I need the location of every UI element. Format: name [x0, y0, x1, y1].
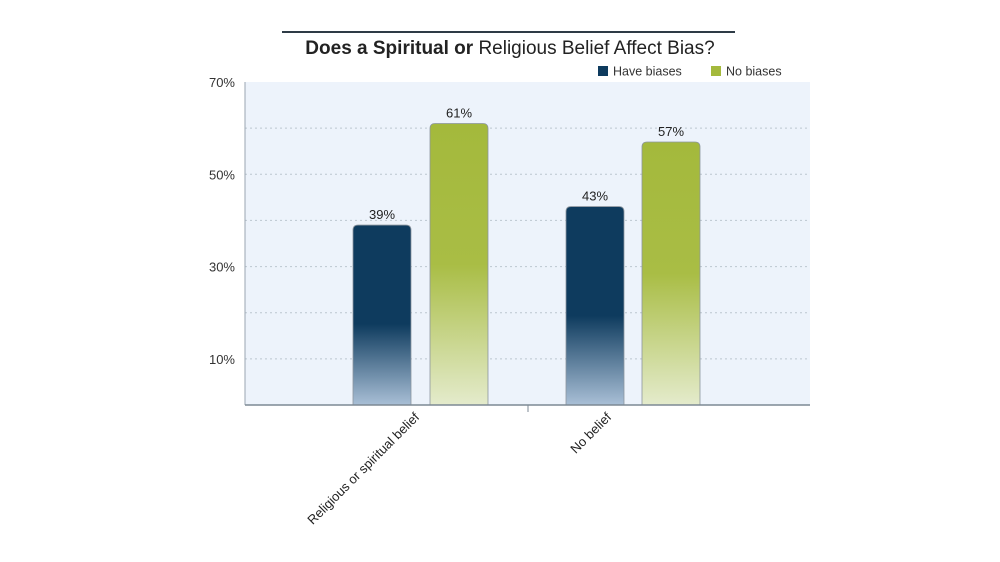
bar-no-biases: [429, 123, 489, 406]
data-label: 43%: [582, 189, 608, 204]
bar-have-biases: [352, 224, 412, 406]
legend-swatch-have-biases: [598, 66, 608, 76]
data-label: 39%: [369, 207, 395, 222]
data-label: 57%: [658, 124, 684, 139]
x-tick-label: Religious or spiritual belief: [304, 409, 422, 527]
legend-label-no-biases: No biases: [726, 65, 782, 79]
legend-label-have-biases: Have biases: [613, 65, 682, 79]
chart-title: Does a Spiritual or Religious Belief Aff…: [305, 38, 714, 59]
y-tick-label: 10%: [209, 352, 235, 367]
y-tick-label: 30%: [209, 260, 235, 275]
y-tick-label: 50%: [209, 167, 235, 182]
bar-have-biases: [565, 206, 625, 406]
data-label: 61%: [446, 106, 472, 121]
plot-area: [245, 82, 810, 405]
legend: Have biases No biases: [598, 65, 782, 79]
x-tick-label: No belief: [567, 409, 614, 456]
y-tick-label: 70%: [209, 75, 235, 90]
title-bold: Does a Spiritual or: [305, 38, 473, 59]
legend-swatch-no-biases: [711, 66, 721, 76]
title-rest: Religious Belief Affect Bias?: [478, 38, 714, 59]
bar-no-biases: [641, 141, 701, 406]
